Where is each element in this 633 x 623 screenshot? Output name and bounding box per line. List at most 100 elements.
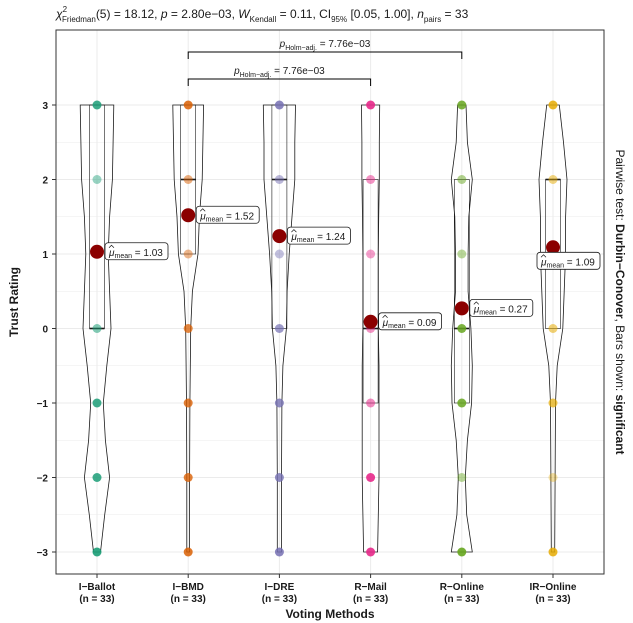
x-axis: I−Ballot(n = 33)I−BMD(n = 33)I−DRE(n = 3… [79, 574, 577, 605]
right-caption: Pairwise test: Durbin−Conover, Bars show… [613, 149, 627, 454]
mean-point [90, 244, 104, 259]
comparison-bar [187, 78, 372, 86]
data-point [457, 398, 467, 408]
x-tick-label: R−Online [440, 582, 485, 593]
data-point [274, 100, 284, 110]
mean-label-text: μmean = 0.09 [382, 318, 437, 330]
subtitle-w-label: W [238, 7, 251, 21]
data-point [274, 398, 284, 408]
mean-label-box [378, 312, 443, 331]
subtitle-w-value: = 0.11, CI [276, 7, 331, 21]
mean-point [272, 229, 287, 244]
y-tick-label: −1 [37, 399, 49, 410]
x-tick-label: I−DRE [265, 582, 295, 593]
subtitle-stat: (5) = 18.12, [96, 7, 161, 21]
data-point [548, 547, 558, 557]
mean-hat [473, 301, 480, 305]
data-point [366, 249, 376, 259]
mean-label-text: μmean = 1.09 [540, 257, 595, 269]
data-point [366, 398, 376, 408]
mean-label-text: μmean = 1.03 [108, 248, 163, 260]
subtitle-w-sub: Kendall [250, 15, 277, 24]
data-point [457, 324, 467, 333]
data-point [274, 324, 284, 333]
data-point [274, 249, 284, 259]
mean-label: μmean = 1.03 [104, 242, 169, 261]
x-tick-label: I−Ballot [79, 582, 116, 593]
x-tick-n-label: (n = 33) [79, 594, 114, 605]
y-tick-label: 0 [42, 325, 48, 336]
mean-point [181, 208, 196, 223]
subtitle-ci-value: [0.05, 1.00], [347, 7, 417, 21]
violin [538, 104, 568, 553]
mean-hat [199, 208, 206, 212]
data-point [92, 100, 102, 110]
mean-label-text: μmean = 1.24 [290, 232, 345, 244]
mean-markers: μmean = 1.03 μmean = 1.52 μmean = 1.24 μmea… [90, 205, 601, 331]
subtitle-n-sub: pairs [424, 15, 441, 24]
mean-label-box [536, 251, 601, 270]
x-tick-label: I−BMD [172, 582, 203, 593]
mean-hat [540, 254, 547, 258]
violin [172, 104, 205, 553]
mean-label-text: μmean = 0.27 [473, 304, 528, 316]
mean-label: μmean = 1.52 [195, 205, 260, 224]
x-tick-n-label: (n = 33) [353, 594, 388, 605]
data-point [92, 324, 102, 333]
chart-subtitle: χ2 Friedman(5) = 18.12, p = 2.80e−03, WKe… [55, 5, 469, 24]
data-point [457, 547, 467, 557]
y-tick-label: −2 [37, 474, 49, 485]
x-tick-n-label: (n = 33) [444, 594, 479, 605]
x-tick-n-label: (n = 33) [171, 594, 206, 605]
data-point [183, 249, 193, 259]
data-point [366, 473, 376, 482]
x-tick-label: IR−Online [530, 582, 577, 593]
violin [79, 104, 115, 553]
comparison-bars: pHolm−adj. = 7.76e−03 pHolm−adj. = 7.76e−… [187, 39, 463, 86]
comparison-label: pHolm−adj. = 7.76e−03 [233, 66, 325, 79]
violin [262, 104, 296, 553]
mean-point [363, 314, 378, 329]
x-axis-label: Voting Methods [285, 607, 374, 621]
right-caption-test: Durbin−Conover [613, 224, 627, 319]
mean-hat [108, 244, 115, 249]
data-point [548, 398, 558, 408]
y-axis: −3 −2 −1 0 1 2 3 [37, 101, 56, 559]
data-point [457, 473, 467, 482]
data-point [548, 175, 558, 184]
subtitle-n-value: = 33 [441, 7, 468, 21]
subtitle-p-label: p [160, 7, 168, 21]
right-caption-middle: , Bars shown: [613, 319, 627, 395]
subtitle-p-value: = 2.80e−03, [168, 7, 239, 21]
data-point [366, 547, 376, 557]
subtitle-chi: χ [55, 7, 63, 21]
subtitle-chi-sub: Friedman [62, 15, 96, 24]
data-point [274, 473, 284, 482]
mean-label-box [286, 226, 351, 245]
data-point [457, 100, 467, 110]
x-tick-n-label: (n = 33) [535, 594, 570, 605]
mean-point [454, 301, 469, 316]
data-point [548, 473, 558, 482]
data-point [548, 324, 558, 333]
data-point [274, 175, 284, 184]
data-point [366, 100, 376, 110]
comparison-bar [187, 51, 463, 59]
mean-label-box [469, 298, 534, 317]
data-point [457, 249, 467, 259]
data-point [92, 175, 102, 184]
y-axis-label: Trust Rating [7, 267, 21, 337]
mean-label-box [195, 205, 260, 224]
mean-label: μmean = 1.24 [286, 226, 351, 245]
data-point [92, 547, 102, 557]
data-point [92, 473, 102, 482]
x-tick-label: R−Mail [354, 582, 387, 593]
subtitle-n-label: n [417, 7, 424, 21]
mean-label: μmean = 0.27 [469, 298, 534, 317]
y-tick-label: 2 [42, 176, 48, 187]
y-tick-label: 3 [42, 101, 48, 112]
comparison-label: pHolm−adj. = 7.76e−03 [279, 39, 371, 52]
violin [361, 104, 381, 553]
